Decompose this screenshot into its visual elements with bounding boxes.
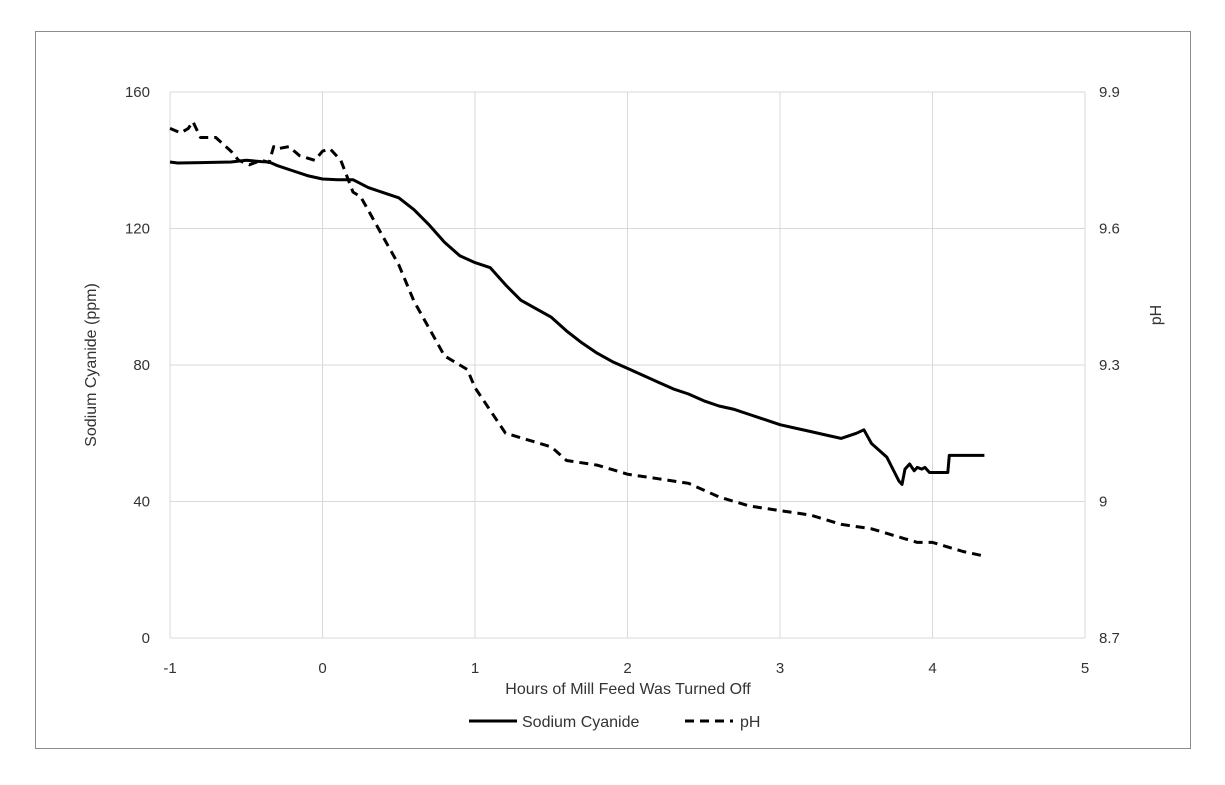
x-tick-label: 2 bbox=[623, 660, 631, 677]
legend: Sodium Cyanide pH bbox=[469, 714, 760, 731]
y-axis-title: Sodium Cyanide (ppm) bbox=[83, 283, 100, 447]
x-axis-title: Hours of Mill Feed Was Turned Off bbox=[505, 681, 751, 698]
x-tick-label: 4 bbox=[928, 660, 936, 677]
x-tick-label: 1 bbox=[471, 660, 479, 677]
legend-label-ph: pH bbox=[740, 714, 760, 731]
x-tick-label: -1 bbox=[163, 660, 176, 677]
y-tick-label: 40 bbox=[133, 494, 150, 511]
y2-tick-label: 9 bbox=[1099, 494, 1107, 511]
x-tick-label: 0 bbox=[318, 660, 326, 677]
y-tick-label: 160 bbox=[125, 84, 150, 101]
series-line-ph bbox=[169, 120, 985, 558]
series-line-sodium-cyanide bbox=[169, 158, 985, 486]
x-tick-label: 5 bbox=[1081, 660, 1089, 677]
y2-tick-label: 9.6 bbox=[1099, 221, 1120, 238]
y2-tick-label: 9.9 bbox=[1099, 84, 1120, 101]
plot-area bbox=[169, 120, 985, 558]
chart-border bbox=[35, 31, 1191, 749]
y-tick-label: 80 bbox=[133, 357, 150, 374]
legend-label-sodium-cyanide: Sodium Cyanide bbox=[522, 714, 640, 731]
y2-tick-label: 9.3 bbox=[1099, 357, 1120, 374]
y2-axis-title: pH bbox=[1148, 305, 1165, 325]
gridlines bbox=[169, 91, 1086, 639]
tick-labels: -1 0 1 2 3 4 5 0 40 80 120 160 8.7 9 9.3 9.6 9.9 bbox=[125, 84, 1120, 677]
y2-tick-label: 8.7 bbox=[1099, 630, 1120, 647]
x-tick-label: 3 bbox=[776, 660, 784, 677]
y-tick-label: 0 bbox=[142, 630, 150, 647]
y-tick-label: 120 bbox=[125, 221, 150, 238]
